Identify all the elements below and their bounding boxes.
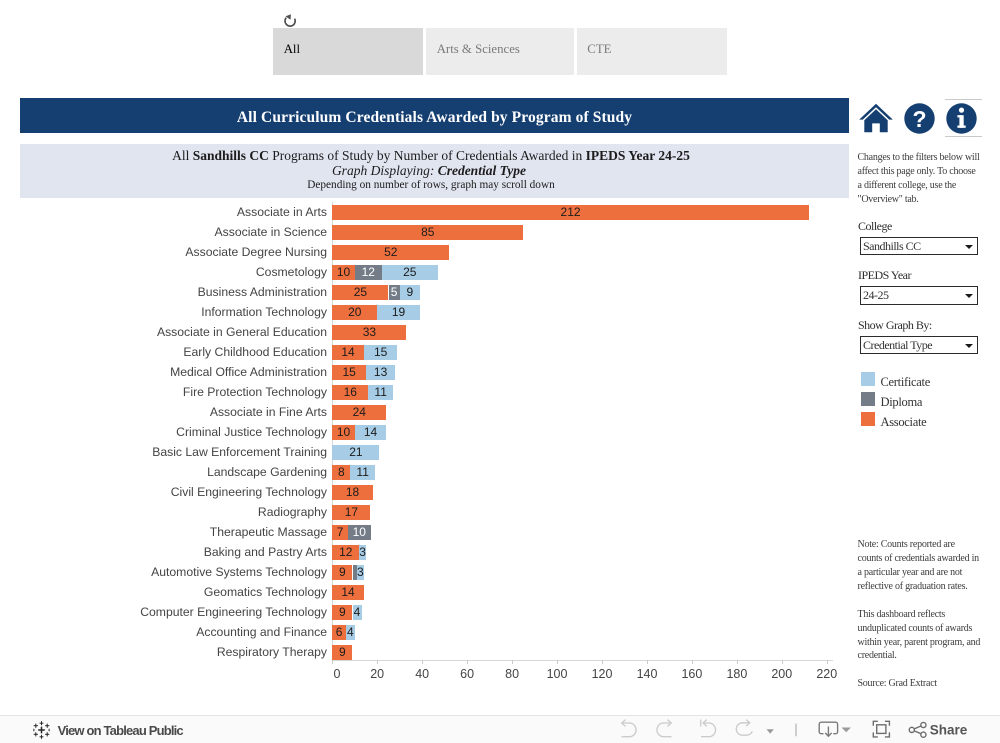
svg-text:?: ? bbox=[912, 106, 926, 132]
svg-text:Share: Share bbox=[930, 723, 968, 738]
